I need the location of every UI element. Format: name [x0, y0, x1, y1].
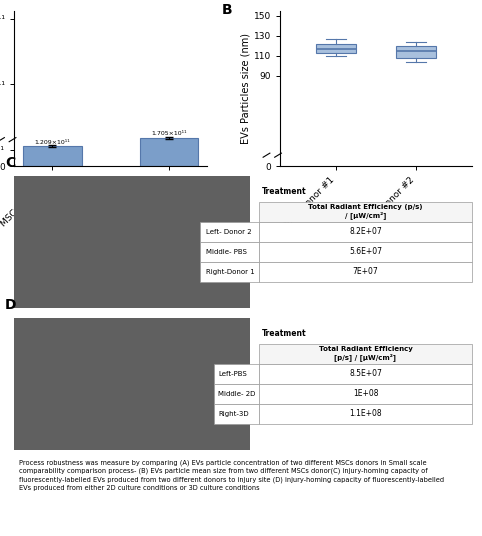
Text: D: D	[5, 298, 16, 312]
Text: C: C	[5, 157, 15, 170]
Text: Treatment: Treatment	[262, 187, 307, 196]
Y-axis label: EVs Particles size (nm): EVs Particles size (nm)	[241, 33, 251, 144]
Text: Treatment: Treatment	[262, 329, 307, 338]
PathPatch shape	[396, 46, 436, 58]
Text: 1.209×10¹¹: 1.209×10¹¹	[35, 140, 70, 145]
Text: B: B	[222, 3, 233, 17]
Bar	[140, 138, 198, 166]
Text: 1.705×10¹¹: 1.705×10¹¹	[151, 131, 187, 136]
Bar	[23, 146, 81, 166]
Text: Process robustness was measure by comparing (A) EVs particle concentration of tw: Process robustness was measure by compar…	[19, 459, 444, 491]
PathPatch shape	[316, 44, 356, 53]
